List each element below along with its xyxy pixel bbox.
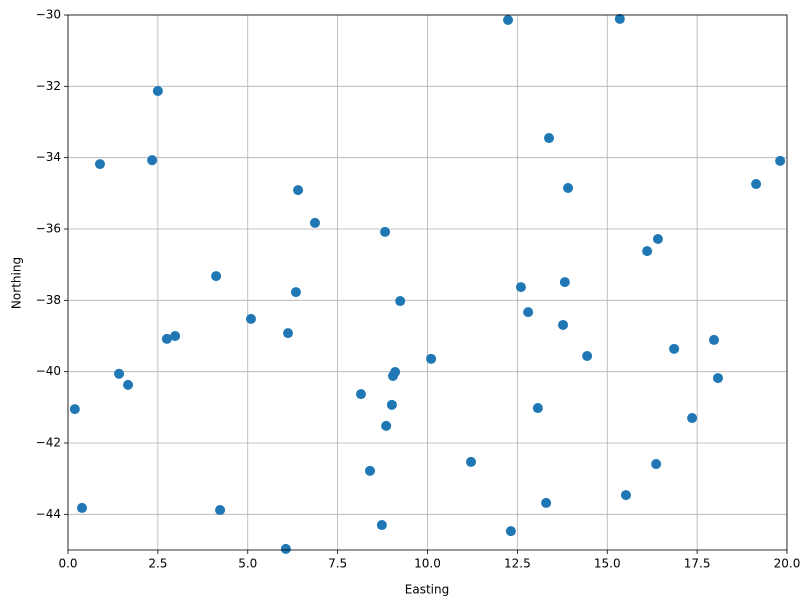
point [395, 296, 406, 307]
y-tick-label: −42 [36, 436, 61, 450]
y-tick-label: −38 [36, 293, 61, 307]
point [669, 343, 680, 354]
point [523, 307, 534, 318]
point [69, 404, 80, 415]
point [426, 353, 437, 364]
point [77, 502, 88, 513]
point [293, 185, 304, 196]
point [152, 85, 163, 96]
point [515, 282, 526, 293]
point [558, 319, 569, 330]
point [386, 399, 397, 410]
grid-layer [67, 14, 788, 550]
point [123, 379, 134, 390]
point [170, 331, 181, 341]
point [532, 403, 543, 414]
point [712, 373, 723, 384]
y-tick-label: −40 [36, 364, 61, 378]
point [161, 333, 172, 344]
point [652, 233, 663, 244]
point [709, 334, 720, 345]
point [541, 497, 552, 508]
point [751, 179, 762, 190]
point [620, 490, 631, 501]
x-tick-label: 17.5 [684, 557, 711, 571]
point [94, 159, 105, 170]
x-tick-label: 10.0 [414, 557, 441, 571]
y-tick-label: −32 [36, 79, 61, 93]
point [687, 413, 698, 424]
y-tick-label: −34 [36, 150, 61, 164]
point [563, 182, 574, 193]
point [381, 420, 392, 431]
mark-layer [69, 13, 786, 554]
point [114, 368, 125, 379]
x-tick-label: 20.0 [774, 557, 801, 571]
x-tick-label: 2.5 [148, 557, 167, 571]
point [390, 367, 401, 378]
point [147, 155, 158, 166]
point [355, 389, 366, 400]
point [559, 277, 570, 288]
point [283, 328, 294, 339]
x-tick-label: 12.5 [504, 557, 531, 571]
point [290, 287, 301, 298]
point [544, 133, 555, 144]
point [245, 313, 256, 324]
point [380, 226, 391, 237]
x-tick-label: 5.0 [238, 557, 257, 571]
point [582, 350, 593, 361]
x-tick-label: 7.5 [328, 557, 347, 571]
y-tick-label: −30 [36, 8, 61, 22]
x-axis-label: Easting [405, 583, 449, 597]
point [280, 543, 291, 554]
point [309, 217, 320, 228]
point [215, 505, 226, 516]
point [614, 13, 625, 24]
point [775, 155, 786, 166]
y-tick-label: −36 [36, 222, 61, 236]
x-tick-label: 15.0 [594, 557, 621, 571]
point [364, 465, 375, 476]
x-tick-label: 0.0 [58, 557, 77, 571]
point [503, 14, 514, 25]
point [505, 526, 516, 537]
point [465, 456, 476, 467]
point [642, 246, 653, 257]
point [211, 271, 222, 282]
point [651, 459, 662, 470]
y-tick-label: −44 [36, 507, 61, 521]
y-axis-label: Northing [10, 257, 24, 309]
point [376, 520, 387, 531]
